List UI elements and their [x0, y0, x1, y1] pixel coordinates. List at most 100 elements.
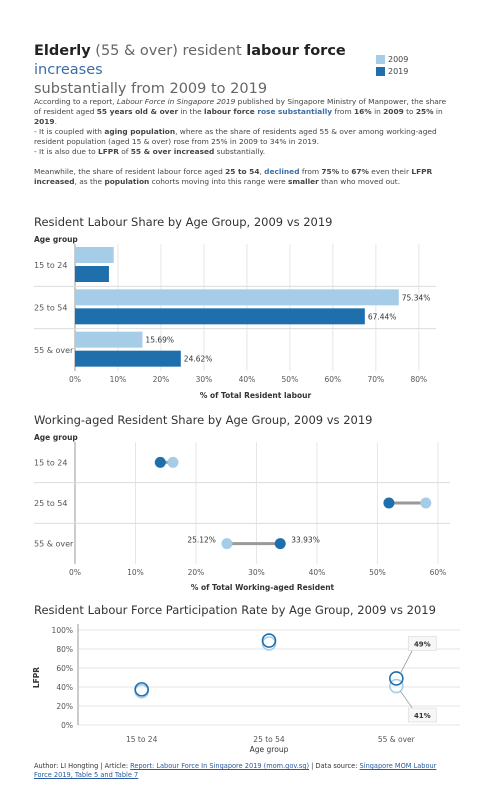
bar-data-label: 75.34%	[402, 293, 431, 302]
x-tick-label: 20%	[188, 568, 205, 577]
legend-swatch-2009	[376, 54, 385, 64]
desc-p1: According to a report, Labour Force in S…	[34, 97, 454, 127]
desc-segment: from	[299, 167, 322, 176]
annotation-box	[407, 707, 437, 723]
desc-segment: According to a report,	[34, 97, 117, 106]
x-tick-label: 30%	[196, 375, 213, 384]
desc-segment: - It is also due to	[34, 147, 99, 156]
chart1-y-caption: Age group	[34, 235, 78, 244]
desc-segment: than who moved out.	[318, 177, 401, 186]
x-axis-label: % of Total Resident labour	[200, 391, 312, 400]
title-part-increases: increases	[34, 62, 103, 78]
desc-segment: declined	[264, 167, 300, 176]
desc-p4: Meanwhile, the share of resident labour …	[34, 167, 454, 187]
desc-segment: from	[332, 107, 355, 116]
chart3-title: Resident Labour Force Participation Rate…	[34, 603, 436, 617]
bar-data-label: 15.69%	[145, 336, 174, 345]
legend-item-2019[interactable]: 2019	[376, 65, 408, 77]
desc-segment: to	[403, 107, 416, 116]
x-tick-label: 70%	[367, 375, 384, 384]
lfpr-point-2019	[134, 682, 149, 697]
footer-sep: | Data source:	[309, 762, 360, 770]
bar-2009	[75, 331, 143, 348]
desc-segment: labour force	[204, 107, 255, 116]
x-tick-label: 60%	[430, 568, 447, 577]
description: According to a report, Labour Force in S…	[34, 97, 454, 187]
bar-2009	[75, 289, 399, 306]
desc-segment: published by Singapore Ministry of Manpo…	[34, 97, 447, 116]
x-axis-label: % of Total Working-aged Resident	[191, 583, 335, 592]
desc-segment: to	[339, 167, 352, 176]
desc-segment: substantially.	[214, 147, 266, 156]
desc-segment: ,	[259, 167, 265, 176]
y-tick-label: 20%	[56, 702, 73, 711]
dot-data-label: 25.12%	[187, 536, 216, 545]
legend-label-2009: 2009	[388, 54, 409, 64]
desc-segment: .	[54, 117, 57, 126]
bar-2019	[75, 308, 365, 325]
desc-segment: rose substantially	[254, 107, 333, 116]
x-tick-label: 40%	[309, 568, 326, 577]
bar-data-label: 67.44%	[368, 312, 397, 321]
x-tick-label: 50%	[282, 375, 299, 384]
x-tick-label: 55 & over	[378, 735, 416, 744]
lfpr-point-2009	[261, 636, 277, 651]
footer-author: Author: LI Hongting | Article:	[34, 762, 131, 770]
x-axis-label: Age group	[250, 745, 289, 754]
annotation-label: 49%	[414, 640, 431, 648]
chart2-y-caption: Age group	[34, 433, 78, 442]
desc-segment: 55 years old & over	[96, 107, 179, 116]
x-tick-label: 20%	[153, 375, 170, 384]
desc-segment: LFPR increased	[34, 167, 433, 186]
desc-segment: Labour Force in Singapore 2019	[116, 97, 236, 106]
x-tick-label: 15 to 24	[126, 735, 158, 744]
desc-segment: 55 & over increased	[130, 147, 215, 156]
dot-2019	[154, 456, 166, 468]
x-tick-label: 0%	[69, 568, 81, 577]
lfpr-point-2019	[261, 633, 277, 648]
desc-segment: , where as the share of residents aged 5…	[34, 127, 437, 146]
desc-segment: 75%	[321, 167, 340, 176]
y-axis-label: LFPR	[32, 667, 41, 688]
desc-segment: 25%	[415, 107, 434, 116]
desc-segment: in	[371, 107, 384, 116]
desc-segment: , as the	[74, 177, 105, 186]
title-part-elderly: Elderly	[34, 43, 91, 59]
y-tick-label: 40%	[56, 683, 73, 692]
desc-segment: LFPR	[98, 147, 119, 156]
x-tick-label: 10%	[127, 568, 144, 577]
desc-segment: in the	[178, 107, 205, 116]
y-tick-label: 55 & over	[34, 346, 74, 355]
desc-segment: of	[118, 147, 131, 156]
x-tick-label: 0%	[69, 375, 81, 384]
y-tick-label: 55 & over	[34, 540, 74, 549]
dot-data-label: 33.93%	[291, 536, 320, 545]
y-tick-label: 15 to 24	[34, 261, 67, 270]
y-tick-label: 60%	[56, 664, 73, 673]
title-part-labour-force: labour force	[246, 43, 346, 59]
legend-item-2009[interactable]: 2009	[376, 53, 408, 65]
footer-article-link[interactable]: Report: Labour Force In Singapore 2019 (…	[130, 762, 310, 770]
bar-2019	[75, 266, 109, 282]
desc-segment: smaller	[288, 177, 319, 186]
x-tick-label: 80%	[410, 375, 427, 384]
y-tick-label: 25 to 54	[34, 304, 67, 313]
desc-p3: - It is also due to LFPR of 55 & over in…	[34, 147, 454, 157]
legend: 2009 2019	[376, 53, 408, 77]
x-tick-label: 40%	[239, 375, 256, 384]
legend-swatch-2019	[376, 66, 385, 76]
desc-segment: in	[433, 107, 443, 116]
footer-source-link[interactable]: Singapore MOM Labour Force 2019, Table 5…	[34, 762, 437, 779]
desc-segment: even their	[368, 167, 412, 176]
desc-segment: aging population	[104, 127, 176, 136]
y-tick-label: 25 to 54	[34, 499, 67, 508]
desc-segment: 2019	[34, 117, 55, 126]
y-tick-label: 0%	[61, 721, 73, 730]
dot-2009	[221, 538, 233, 550]
x-tick-label: 25 to 54	[253, 735, 285, 744]
desc-segment: 16%	[354, 107, 372, 116]
legend-label-2019: 2019	[388, 66, 409, 76]
y-tick-label: 15 to 24	[34, 458, 67, 467]
lfpr-point-2019	[389, 671, 404, 686]
chart1-title: Resident Labour Share by Age Group, 2009…	[34, 215, 333, 229]
